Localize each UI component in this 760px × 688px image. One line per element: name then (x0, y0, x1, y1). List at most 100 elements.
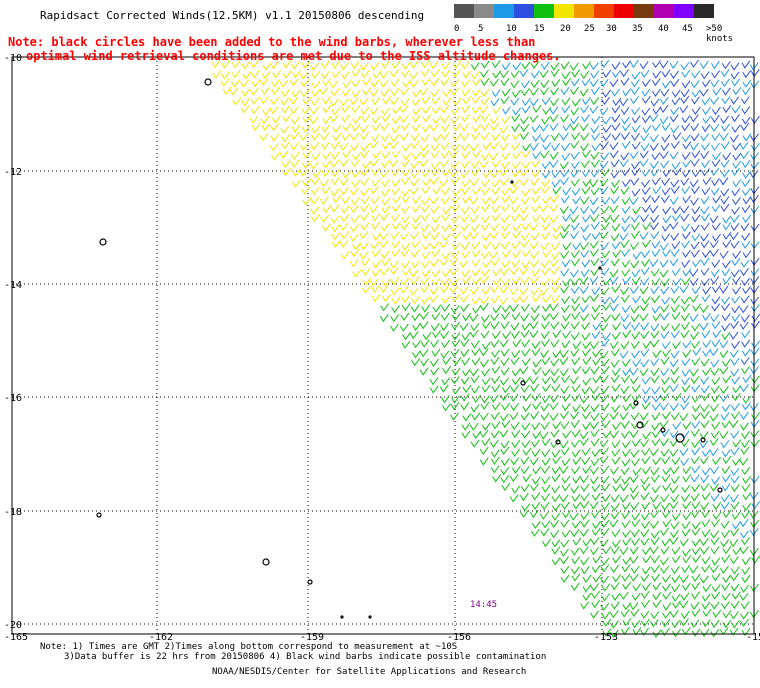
wind-barb (541, 476, 551, 485)
wind-barb (442, 269, 451, 278)
wind-barb (430, 196, 439, 205)
wind-barb (661, 538, 671, 547)
wind-barb (501, 161, 511, 170)
wind-barb (631, 458, 641, 467)
wind-barb (721, 96, 731, 105)
wind-barb (469, 422, 479, 431)
wind-barb (329, 98, 339, 107)
wind-barb (512, 151, 522, 160)
wind-barb (681, 377, 691, 386)
wind-barb (540, 134, 550, 143)
wind-barb (751, 412, 760, 421)
wind-barb (410, 249, 420, 258)
wind-barb (290, 131, 300, 141)
wind-barb (679, 448, 689, 457)
wind-barb (500, 467, 510, 476)
wind-barb (522, 474, 532, 483)
wind-barb (342, 80, 352, 89)
wind-barb (279, 79, 289, 88)
wind-barb (580, 269, 590, 278)
wind-barb (720, 141, 730, 150)
wind-barb (751, 501, 760, 510)
wind-barb (471, 88, 481, 97)
wind-barb (261, 123, 271, 132)
wind-barb (512, 339, 522, 348)
wind-barb (742, 170, 752, 179)
wind-barb (649, 143, 659, 152)
wind-barb (401, 302, 411, 312)
wind-barb (750, 419, 760, 428)
wind-barb (659, 151, 669, 160)
wind-barb (611, 105, 621, 114)
wind-barb (371, 115, 381, 124)
wind-barb (560, 385, 570, 395)
wind-barb (621, 294, 630, 303)
wind-barb (521, 196, 531, 205)
wind-barb (582, 149, 591, 159)
wind-barb (719, 250, 729, 259)
wind-barb (381, 278, 391, 287)
wind-barb (611, 312, 621, 322)
wind-barb (672, 393, 682, 402)
wind-barb (609, 610, 619, 619)
wind-barb (620, 186, 630, 196)
island-outline (700, 437, 706, 443)
wind-barb (691, 420, 701, 429)
wind-barb (749, 403, 759, 412)
wind-barb (711, 178, 720, 187)
wind-barb (541, 222, 551, 231)
wind-barb (339, 158, 349, 168)
island-outline (675, 433, 685, 443)
wind-barb (469, 214, 479, 224)
wind-barb (562, 242, 572, 251)
wind-barb (720, 520, 730, 529)
wind-barb (461, 357, 471, 366)
wind-barb (620, 341, 630, 350)
wind-barb (440, 132, 450, 141)
wind-barb (471, 412, 481, 421)
wind-barb (741, 339, 751, 348)
wind-barb (539, 123, 549, 132)
wind-barb (411, 114, 421, 123)
wind-barb (302, 178, 312, 187)
wind-barb (640, 69, 650, 78)
wind-barb (500, 357, 510, 367)
wind-barb (381, 188, 390, 197)
wind-barb (240, 105, 250, 114)
wind-barb (501, 88, 511, 97)
wind-barb (471, 268, 481, 277)
wind-barb (700, 71, 710, 80)
wind-barb (551, 546, 561, 555)
wind-barb (700, 257, 710, 267)
wind-barb (710, 367, 720, 377)
wind-barb (520, 313, 530, 322)
wind-barb (670, 530, 679, 539)
wind-barb (691, 581, 701, 591)
wind-barb (561, 393, 571, 403)
wind-barb (640, 537, 650, 546)
wind-barb (641, 258, 651, 268)
wind-barb (481, 152, 491, 161)
wind-barb (600, 602, 610, 611)
wind-barb (751, 313, 760, 322)
wind-barb (630, 608, 640, 618)
wind-barb (481, 377, 491, 386)
island-outline (262, 558, 270, 566)
wind-barb (632, 359, 642, 368)
wind-barb (740, 384, 749, 393)
wind-barb (481, 196, 491, 205)
wind-barb (322, 116, 332, 125)
wind-barb (430, 259, 440, 268)
wind-barb (440, 350, 450, 359)
wind-barb (650, 286, 660, 295)
wind-barb (481, 215, 491, 224)
wind-barb (231, 70, 241, 79)
wind-barb (689, 565, 699, 574)
wind-barb (491, 421, 501, 430)
wind-barb (492, 159, 501, 169)
wind-barb (551, 539, 561, 548)
wind-barb (550, 98, 559, 107)
wind-barb (509, 494, 519, 503)
wind-barb (551, 179, 561, 188)
lon-label: -165 (4, 632, 28, 643)
